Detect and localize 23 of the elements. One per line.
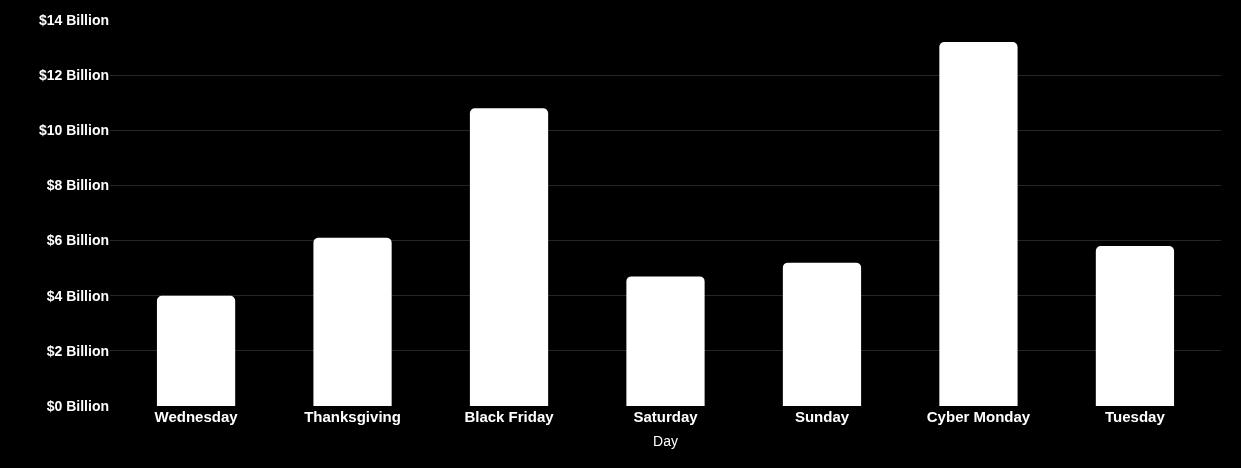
x-tick-label: Cyber Monday [926,408,1031,425]
bar [469,108,549,406]
x-tick-label: Tuesday [1105,408,1166,425]
y-tick-label: $4 Billion [46,287,109,304]
bar [626,276,705,406]
x-tick-label: Thanksgiving [304,408,401,425]
bar [782,262,862,406]
x-tick-label: Black Friday [464,408,555,425]
y-tick-label: $12 Billion [38,67,109,84]
bar [313,237,392,406]
bar [939,42,1018,406]
bar [1095,246,1175,406]
x-tick-label: Wednesday [154,408,239,425]
y-tick-label: $0 Billion [46,397,109,414]
y-tick-label: $6 Billion [46,232,109,249]
x-tick-label: Saturday [633,408,699,425]
x-axis-title: Day [653,433,678,450]
y-tick-label: $2 Billion [46,342,109,359]
y-tick-label: $8 Billion [46,177,109,194]
bar [156,295,236,406]
y-tick-label: $14 Billion [38,11,109,28]
x-tick-label: Sunday [794,408,850,425]
y-tick-label: $10 Billion [38,122,109,139]
